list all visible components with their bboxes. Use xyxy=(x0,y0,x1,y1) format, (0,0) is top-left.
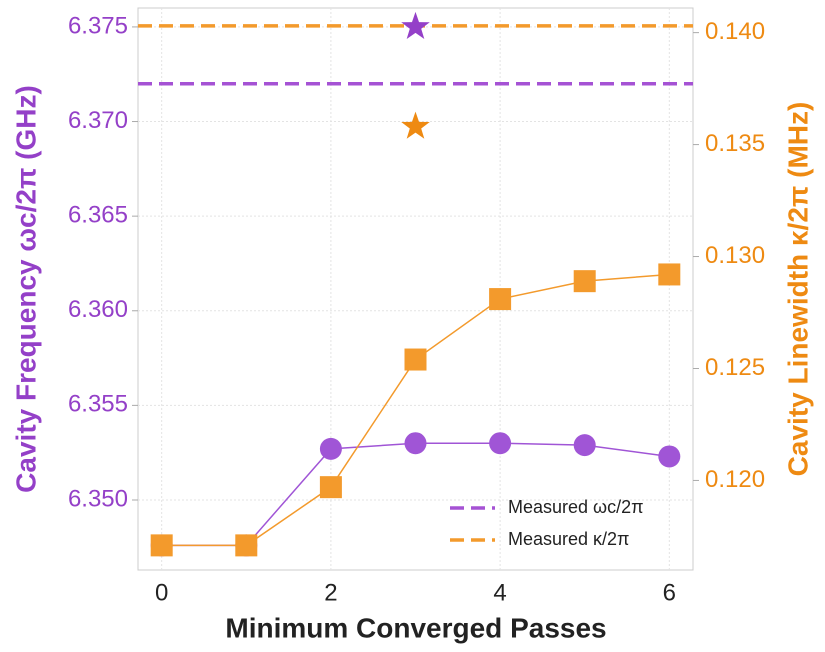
circle-marker xyxy=(489,432,512,455)
legend-label: Measured κ/2π xyxy=(508,529,629,549)
legend-label: Measured ωc/2π xyxy=(508,497,644,517)
star-marker xyxy=(401,111,430,139)
x-tick-label: 6 xyxy=(663,579,676,606)
y2-tick-label: 0.125 xyxy=(705,354,765,381)
y-tick-label: 6.375 xyxy=(68,12,128,39)
circle-marker xyxy=(319,437,342,460)
square-marker xyxy=(573,270,596,293)
y2-tick-label: 0.120 xyxy=(705,466,765,493)
y-tick-label: 6.350 xyxy=(68,485,128,512)
y2-tick-label: 0.130 xyxy=(705,242,765,269)
circle-marker xyxy=(573,434,596,457)
x-tick-label: 2 xyxy=(324,579,337,606)
star-marker xyxy=(401,11,430,40)
y2-tick-label: 0.135 xyxy=(705,130,765,157)
y-tick-label: 6.365 xyxy=(68,201,128,228)
y-tick-label: 6.355 xyxy=(68,391,128,418)
square-marker xyxy=(235,534,258,557)
y2-axis-label: Cavity Linewidth κ/2π (MHz) xyxy=(782,102,813,477)
square-marker xyxy=(150,534,173,557)
y2-tick-label: 0.140 xyxy=(705,18,765,45)
square-marker xyxy=(658,263,681,286)
x-axis-label: Minimum Converged Passes xyxy=(225,612,606,643)
square-marker xyxy=(404,348,427,371)
square-marker xyxy=(489,288,512,311)
y-tick-label: 6.370 xyxy=(68,107,128,134)
x-tick-label: 0 xyxy=(155,579,168,606)
circle-marker xyxy=(658,445,681,468)
square-marker xyxy=(319,476,342,499)
y-axis-label: Cavity Frequency ωc/2π (GHz) xyxy=(10,85,41,493)
x-tick-label: 4 xyxy=(493,579,506,606)
plot-frame xyxy=(137,7,694,571)
circle-marker xyxy=(404,432,427,455)
y-tick-label: 6.360 xyxy=(68,296,128,323)
